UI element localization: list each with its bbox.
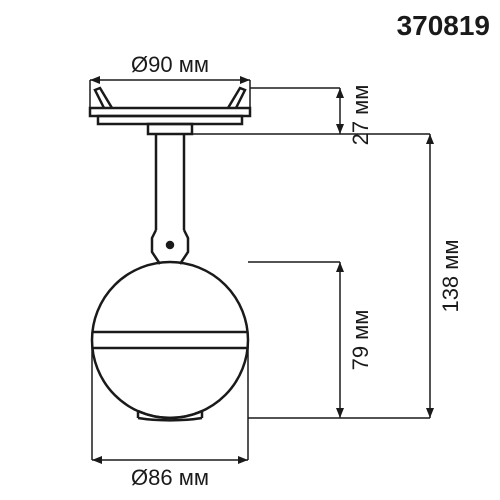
clip-height-label: 27 мм bbox=[348, 85, 373, 146]
total-height-dimension: 138 мм bbox=[340, 134, 463, 418]
total-height-label: 138 мм bbox=[438, 239, 463, 312]
sphere-height-dimension: 79 мм bbox=[248, 262, 373, 418]
mount-bracket bbox=[90, 88, 250, 134]
product-code: 370819 bbox=[397, 10, 490, 41]
stem bbox=[152, 134, 188, 264]
bottom-diameter-label: Ø86 мм bbox=[131, 465, 209, 490]
bottom-diameter-dimension: Ø86 мм bbox=[92, 340, 248, 490]
sphere-fixture bbox=[92, 262, 248, 420]
top-diameter-label: Ø90 мм bbox=[131, 52, 209, 77]
sphere-height-label: 79 мм bbox=[348, 310, 373, 371]
top-diameter-dimension: Ø90 мм bbox=[90, 52, 250, 108]
